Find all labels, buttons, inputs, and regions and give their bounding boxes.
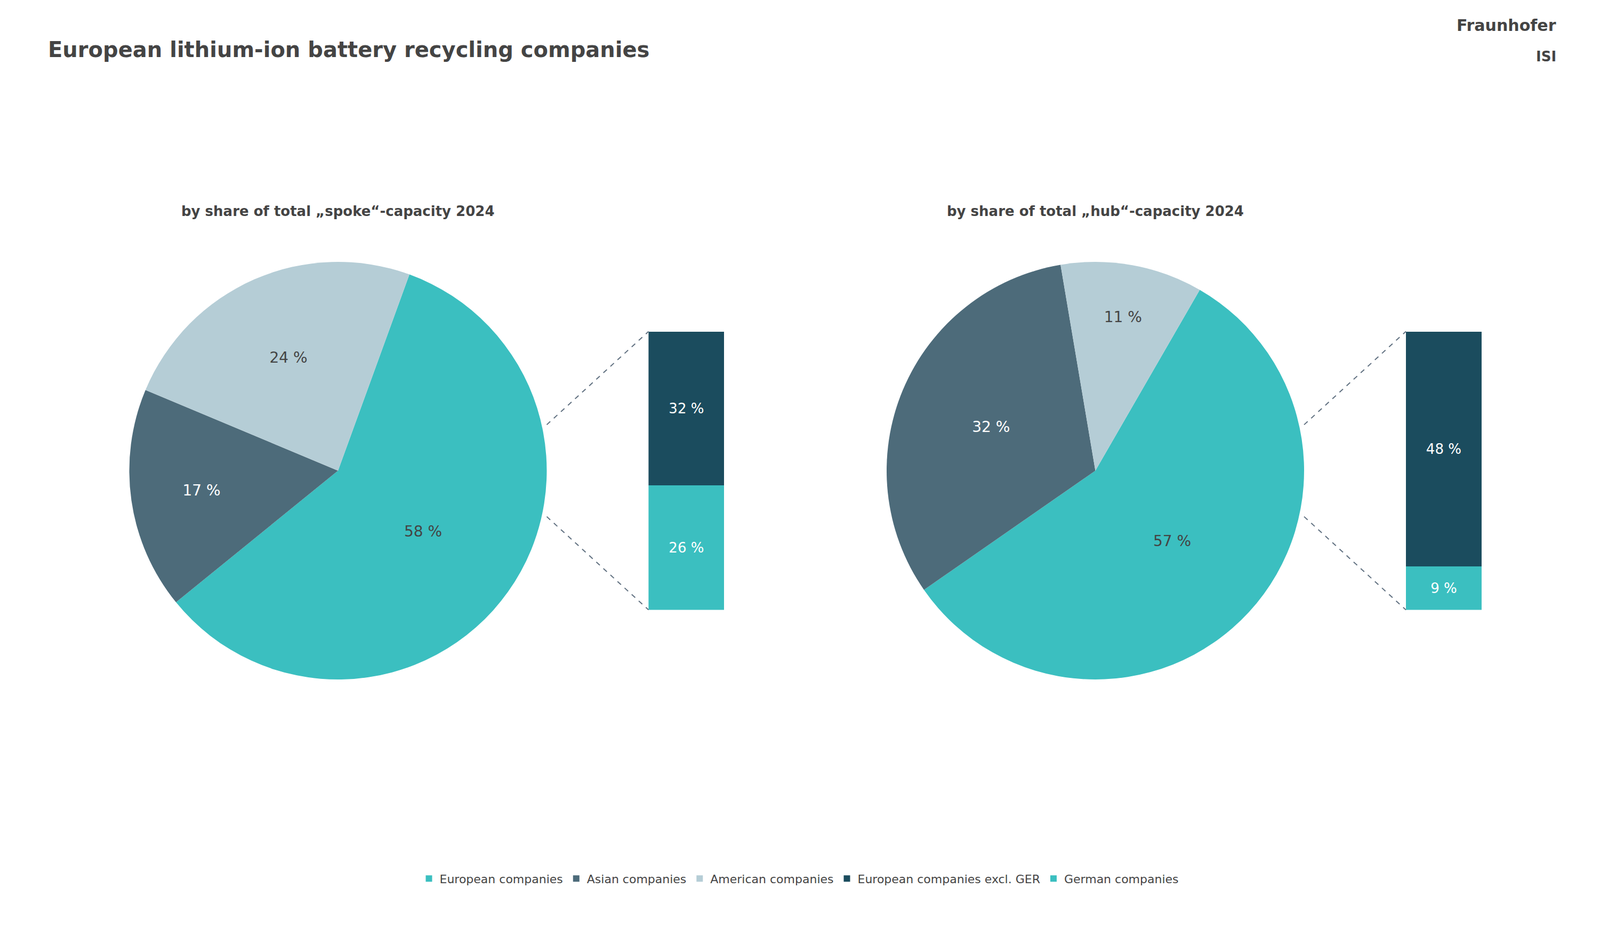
svg-text:32 %: 32 % xyxy=(971,417,1010,436)
svg-text:ISI: ISI xyxy=(1536,48,1557,65)
svg-text:European companies: European companies xyxy=(439,872,564,886)
svg-text:German companies: German companies xyxy=(1064,872,1179,886)
svg-text:48 %: 48 % xyxy=(1426,440,1462,457)
svg-text:24 %: 24 % xyxy=(269,348,308,367)
svg-text:17 %: 17 % xyxy=(182,481,221,500)
svg-text:Asian companies: Asian companies xyxy=(587,872,687,886)
svg-text:European companies excl. GER: European companies excl. GER xyxy=(857,872,1040,886)
svg-text:Fraunhofer: Fraunhofer xyxy=(1456,15,1557,35)
svg-text:by share of total „hub“-capaci: by share of total „hub“-capacity 2024 xyxy=(946,203,1244,220)
svg-text:European lithium-ion battery r: European lithium-ion battery recycling c… xyxy=(47,37,650,62)
svg-text:57 %: 57 % xyxy=(1153,532,1192,550)
svg-text:11 %: 11 % xyxy=(1104,308,1143,326)
svg-text:26 %: 26 % xyxy=(668,539,704,556)
svg-text:by share of total „spoke“-capa: by share of total „spoke“-capacity 2024 xyxy=(181,203,495,220)
svg-text:American companies: American companies xyxy=(710,872,834,886)
svg-text:58 %: 58 % xyxy=(404,522,442,541)
svg-text:9 %: 9 % xyxy=(1430,580,1458,597)
svg-text:32 %: 32 % xyxy=(668,400,704,417)
